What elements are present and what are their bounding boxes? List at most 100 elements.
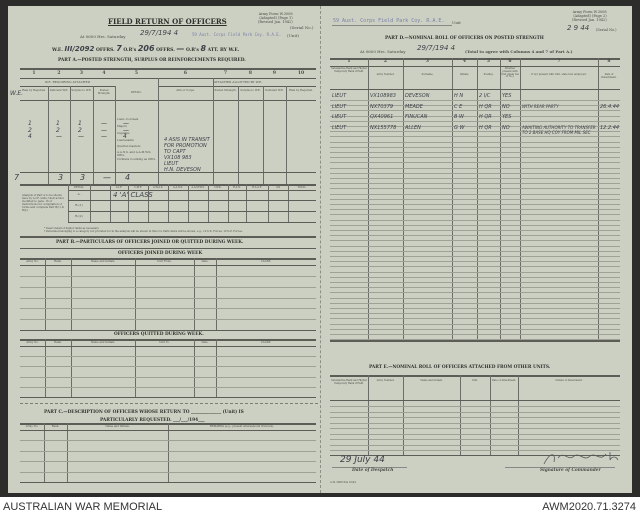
table-row bbox=[330, 256, 620, 257]
column-line bbox=[45, 339, 46, 397]
column-header: Name and Initials. bbox=[420, 379, 443, 382]
column-line bbox=[44, 423, 45, 482]
column-number: 7 bbox=[223, 71, 228, 76]
rule bbox=[20, 258, 316, 260]
column-line bbox=[268, 184, 269, 222]
tear-line bbox=[20, 403, 318, 404]
table-row bbox=[330, 250, 620, 252]
column-line bbox=[168, 184, 169, 222]
column-header: Name and Initials. bbox=[105, 425, 130, 428]
roll-cell: G W bbox=[454, 125, 465, 131]
ors-value: 206 bbox=[137, 44, 155, 53]
roll-cell: LIEUT bbox=[332, 125, 347, 131]
table-row bbox=[330, 141, 620, 143]
column-header: If not present with Unit, state how empl… bbox=[531, 73, 587, 76]
table-row bbox=[330, 428, 620, 429]
table-row bbox=[330, 162, 620, 164]
rank-value: — bbox=[78, 133, 84, 140]
column-header: DETAIL. bbox=[130, 91, 142, 94]
roll-cell: H QR bbox=[479, 114, 492, 120]
roll-cell: NX155778 bbox=[370, 125, 397, 131]
roll-cell: LIEUT bbox=[332, 114, 347, 120]
column-header: Deficient W.E. bbox=[265, 89, 284, 92]
column-line bbox=[93, 86, 94, 184]
at-label: At 0600 Hrs. Saturday bbox=[360, 49, 406, 54]
column-header: Army Number. bbox=[376, 73, 395, 76]
column-header: CAUSE. bbox=[260, 341, 272, 344]
column-line bbox=[216, 339, 217, 397]
analysis-header: DETAIL. bbox=[73, 186, 85, 189]
column-header: Initials. bbox=[459, 73, 470, 76]
form-title: FIELD RETURN OF OFFICERS bbox=[108, 17, 227, 26]
column-header: Rate by Required. bbox=[22, 89, 46, 92]
column-line bbox=[188, 184, 189, 222]
table-row bbox=[20, 376, 316, 378]
table-row bbox=[330, 282, 620, 283]
serial-handwritten: 2 9 44 bbox=[567, 24, 590, 32]
table-row bbox=[20, 366, 316, 368]
column-header: Name and Initials. bbox=[90, 341, 116, 344]
rank-label: Lieutenants bbox=[117, 138, 134, 142]
column-header: Rank. bbox=[51, 425, 60, 428]
column-line bbox=[135, 258, 136, 330]
column-header: Army No. bbox=[25, 425, 39, 428]
rule bbox=[20, 339, 316, 341]
total-value: 3 bbox=[58, 173, 64, 182]
column-header: Whether present with Unit (state Yes or … bbox=[501, 67, 519, 79]
column-line bbox=[110, 184, 111, 222]
commander-signature bbox=[543, 452, 619, 465]
column-header: CAUSE. bbox=[260, 260, 272, 263]
column-line bbox=[148, 184, 149, 222]
rule bbox=[68, 200, 316, 201]
column-number: 4 bbox=[462, 59, 467, 64]
rank-label: Civilians Counting as Offrs. bbox=[117, 157, 156, 161]
column-line bbox=[368, 375, 369, 455]
part-c-heading: PART C.—DESCRIPTION OF OFFICERS WHOSE RE… bbox=[44, 410, 244, 415]
rule bbox=[20, 248, 316, 249]
analysis-header: 2/4 bbox=[276, 186, 280, 189]
column-header: Army No. bbox=[26, 341, 39, 344]
column-line bbox=[128, 184, 129, 222]
table-row bbox=[330, 214, 620, 216]
table-row bbox=[20, 330, 316, 331]
note-line: FOR PROMOTION bbox=[164, 143, 207, 149]
table-row bbox=[330, 157, 620, 159]
roll-cell: YES bbox=[502, 93, 512, 99]
column-line bbox=[460, 375, 461, 455]
column-line bbox=[135, 339, 136, 397]
roll-cell: WITH REAR PARTY bbox=[522, 104, 559, 109]
rank-value: 2 bbox=[56, 127, 60, 134]
column-number: 10 bbox=[297, 71, 305, 76]
table-row bbox=[330, 198, 620, 200]
rule bbox=[330, 89, 620, 90]
column-number: 3 bbox=[79, 71, 84, 76]
joined-title: OFFICERS JOINED DURING WEEK bbox=[118, 251, 203, 256]
column-line bbox=[213, 78, 214, 184]
footer-accession-number: AWM2020.71.3274 bbox=[542, 501, 636, 513]
table-row bbox=[330, 433, 620, 435]
column-line bbox=[208, 184, 209, 222]
table-row bbox=[20, 471, 316, 473]
column-line bbox=[115, 86, 116, 184]
total-value: 4 bbox=[125, 173, 131, 182]
table-row bbox=[330, 266, 620, 268]
column-header: Surplus to W.E. bbox=[240, 89, 261, 92]
column-line bbox=[71, 258, 72, 330]
offrs-label: OFFRS. bbox=[95, 48, 115, 53]
date-handwritten: 29/7/194 4 bbox=[140, 29, 179, 37]
rule bbox=[20, 346, 316, 347]
ors-label: O.R's bbox=[123, 48, 137, 53]
table-row bbox=[330, 240, 620, 242]
column-line bbox=[90, 184, 91, 222]
table-row bbox=[330, 245, 620, 247]
column-number: 5 bbox=[486, 59, 491, 64]
form-ref-line: (Adapted) (Page 2) bbox=[573, 14, 607, 18]
column-line bbox=[71, 339, 72, 397]
rank-value: — bbox=[123, 127, 129, 134]
column-header: Date. bbox=[201, 260, 209, 263]
offrs2-value: — bbox=[176, 44, 185, 53]
table-row bbox=[330, 261, 620, 263]
table-row bbox=[330, 323, 620, 325]
analysis-handwritten: 4 'A' CLASS bbox=[113, 191, 153, 199]
rule bbox=[330, 66, 620, 67]
